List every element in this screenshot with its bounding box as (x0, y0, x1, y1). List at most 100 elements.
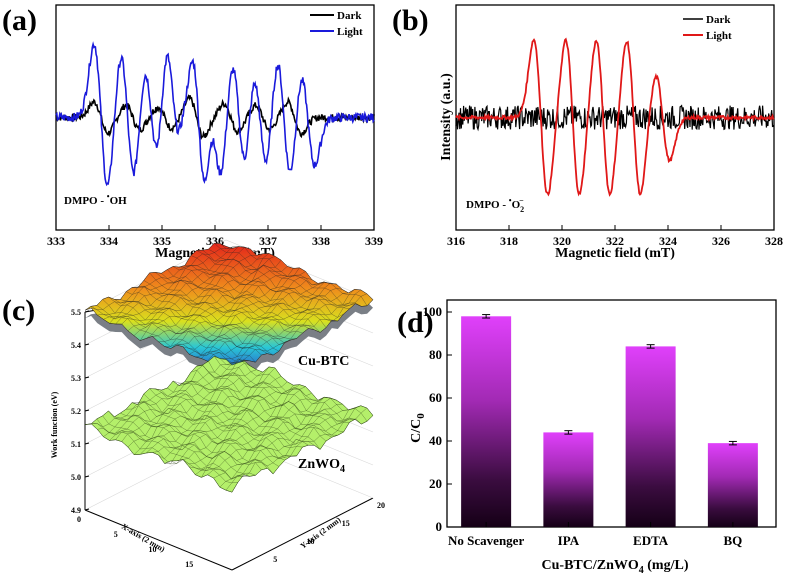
panel-b-dark-line (455, 104, 775, 132)
ztick-mark (84, 376, 90, 379)
ytick-label: 100 (423, 304, 443, 319)
bar-bq (707, 443, 758, 527)
xtick-label: 15 (185, 560, 193, 569)
ztick-label: 5.4 (71, 341, 81, 350)
ytick-label: 20 (429, 476, 442, 491)
ztick-mark (84, 475, 90, 478)
ztick-mark (84, 442, 90, 445)
ytick-label: 40 (429, 433, 442, 448)
panel-a-legend: Dark Light (310, 10, 363, 38)
mesh-line (208, 249, 356, 307)
panel-b-annotation: DMPO - •O2− (466, 196, 524, 214)
mesh-line (219, 405, 361, 488)
panel-d-xlabel: Cu-BTC/ZnWO4 (mg/L) (542, 558, 689, 574)
cubtc-mesh (84, 243, 374, 374)
znwo4-mesh (84, 356, 374, 493)
panel-b-label: (b) (392, 4, 429, 37)
panel-b-xticks: 316 318 320 322 324 326 328 (447, 225, 783, 248)
bar-ipa (543, 432, 594, 527)
ztick-label: 5.3 (71, 374, 81, 383)
xtick-label: BQ (723, 533, 742, 548)
mesh-line (213, 289, 355, 362)
xtick-label: 5 (114, 530, 118, 539)
mesh-line (213, 407, 355, 480)
panel-a-label: (a) (2, 4, 37, 37)
panel-c-zticks: 4.9 5.0 5.1 5.2 5.3 5.4 5.5 (71, 308, 90, 515)
mesh-line (225, 293, 367, 374)
panel-c: (c) 4.9 5.0 5.1 5.2 5.3 5.4 5.5 Cu-BTC ZnWO4 W… (2, 239, 385, 574)
ztick-mark (84, 310, 90, 313)
panel-a-light-line (55, 41, 375, 187)
legend-label-light: Light (337, 26, 363, 38)
ytick-label: 10 (307, 537, 315, 546)
xtick-label: 324 (659, 234, 677, 248)
ztick-mark (84, 409, 90, 412)
xtick-label: IPA (558, 533, 580, 548)
xtick-label: 338 (312, 234, 330, 248)
panel-d-ylabel: C/C0 (409, 413, 427, 443)
ytick-label: 0 (436, 519, 443, 534)
ztick-mark (84, 343, 90, 346)
ytick-label: 80 (429, 347, 442, 362)
xtick-label: 339 (365, 234, 383, 248)
mesh-line (231, 415, 374, 493)
znwo4-label: ZnWO4 (298, 457, 345, 475)
legend-label-dark: Dark (337, 10, 362, 22)
panel-c-xlabel: X-axis (2 mm) (120, 522, 167, 554)
xtick-label: 0 (77, 515, 81, 524)
ytick-label: 20 (377, 501, 385, 510)
mesh-line (219, 289, 361, 372)
panel-d-label: (d) (397, 306, 434, 339)
panel-a-xticks: 333 334 335 336 337 338 339 (47, 225, 383, 248)
ytick-label: 15 (342, 519, 350, 528)
panel-c-xticks: 05101520 (77, 515, 193, 569)
panel-d-yticks: 0 20 40 60 80 100 (423, 304, 452, 534)
mesh-line (202, 249, 350, 309)
panel-a-dark-line (55, 94, 375, 141)
panel-d: (d) 0 20 40 60 80 100 No Scavenger IPA EDTA BQ C… (397, 299, 777, 574)
cubtc-label: Cu-BTC (298, 354, 349, 369)
xtick-label: EDTA (633, 533, 669, 548)
mesh-line (219, 358, 368, 422)
xtick-label: 322 (606, 234, 624, 248)
mesh-line (231, 299, 374, 374)
panel-a-annotation: DMPO - •OH (64, 192, 127, 207)
panel-d-bars (461, 314, 758, 527)
xtick-label: 320 (553, 234, 571, 248)
ztick-label: 5.0 (71, 473, 81, 482)
mesh-line (225, 359, 374, 416)
legend-label-dark: Dark (706, 14, 731, 26)
mesh-line (202, 364, 350, 425)
panel-d-xticks: No Scavenger IPA EDTA BQ (448, 522, 742, 548)
xtick-label: 337 (259, 234, 277, 248)
xtick-label: 10 (149, 545, 157, 554)
panel-d-frame (446, 299, 777, 528)
panel-c-yticks: 05101520 (238, 501, 385, 574)
panel-b-xlabel: Magnetic field (mT) (555, 246, 675, 261)
panel-b-ylabel: Intensity (a.u.) (439, 73, 454, 161)
ytick-label: 5 (273, 555, 277, 564)
bar-no-scavenger (461, 316, 512, 527)
ztick-label: 5.2 (71, 407, 81, 416)
xtick-label: 326 (712, 234, 730, 248)
xtick-label: 335 (153, 234, 171, 248)
ztick-label: 4.9 (71, 506, 81, 515)
ztick-mark (84, 508, 90, 511)
mesh-line (214, 356, 362, 425)
bar-edta (625, 346, 676, 527)
panel-a: (a) 333 334 335 336 337 338 339 Dark Light DMP… (2, 4, 383, 261)
ztick-label: 5.1 (71, 440, 81, 449)
mesh-line (225, 246, 374, 300)
xtick-label: 316 (447, 234, 465, 248)
panel-c-label: (c) (2, 294, 35, 327)
panel-c-zlabel: Work function (eV) (50, 391, 59, 458)
xtick-label: 328 (765, 234, 783, 248)
xtick-label: 318 (500, 234, 518, 248)
xtick-label: 334 (100, 234, 118, 248)
ytick-label: 60 (429, 390, 442, 405)
xtick-label: No Scavenger (448, 533, 524, 548)
panel-b-light-line (455, 37, 775, 197)
xtick-label: 333 (47, 234, 65, 248)
panel-b-legend: Dark Light (683, 14, 732, 42)
